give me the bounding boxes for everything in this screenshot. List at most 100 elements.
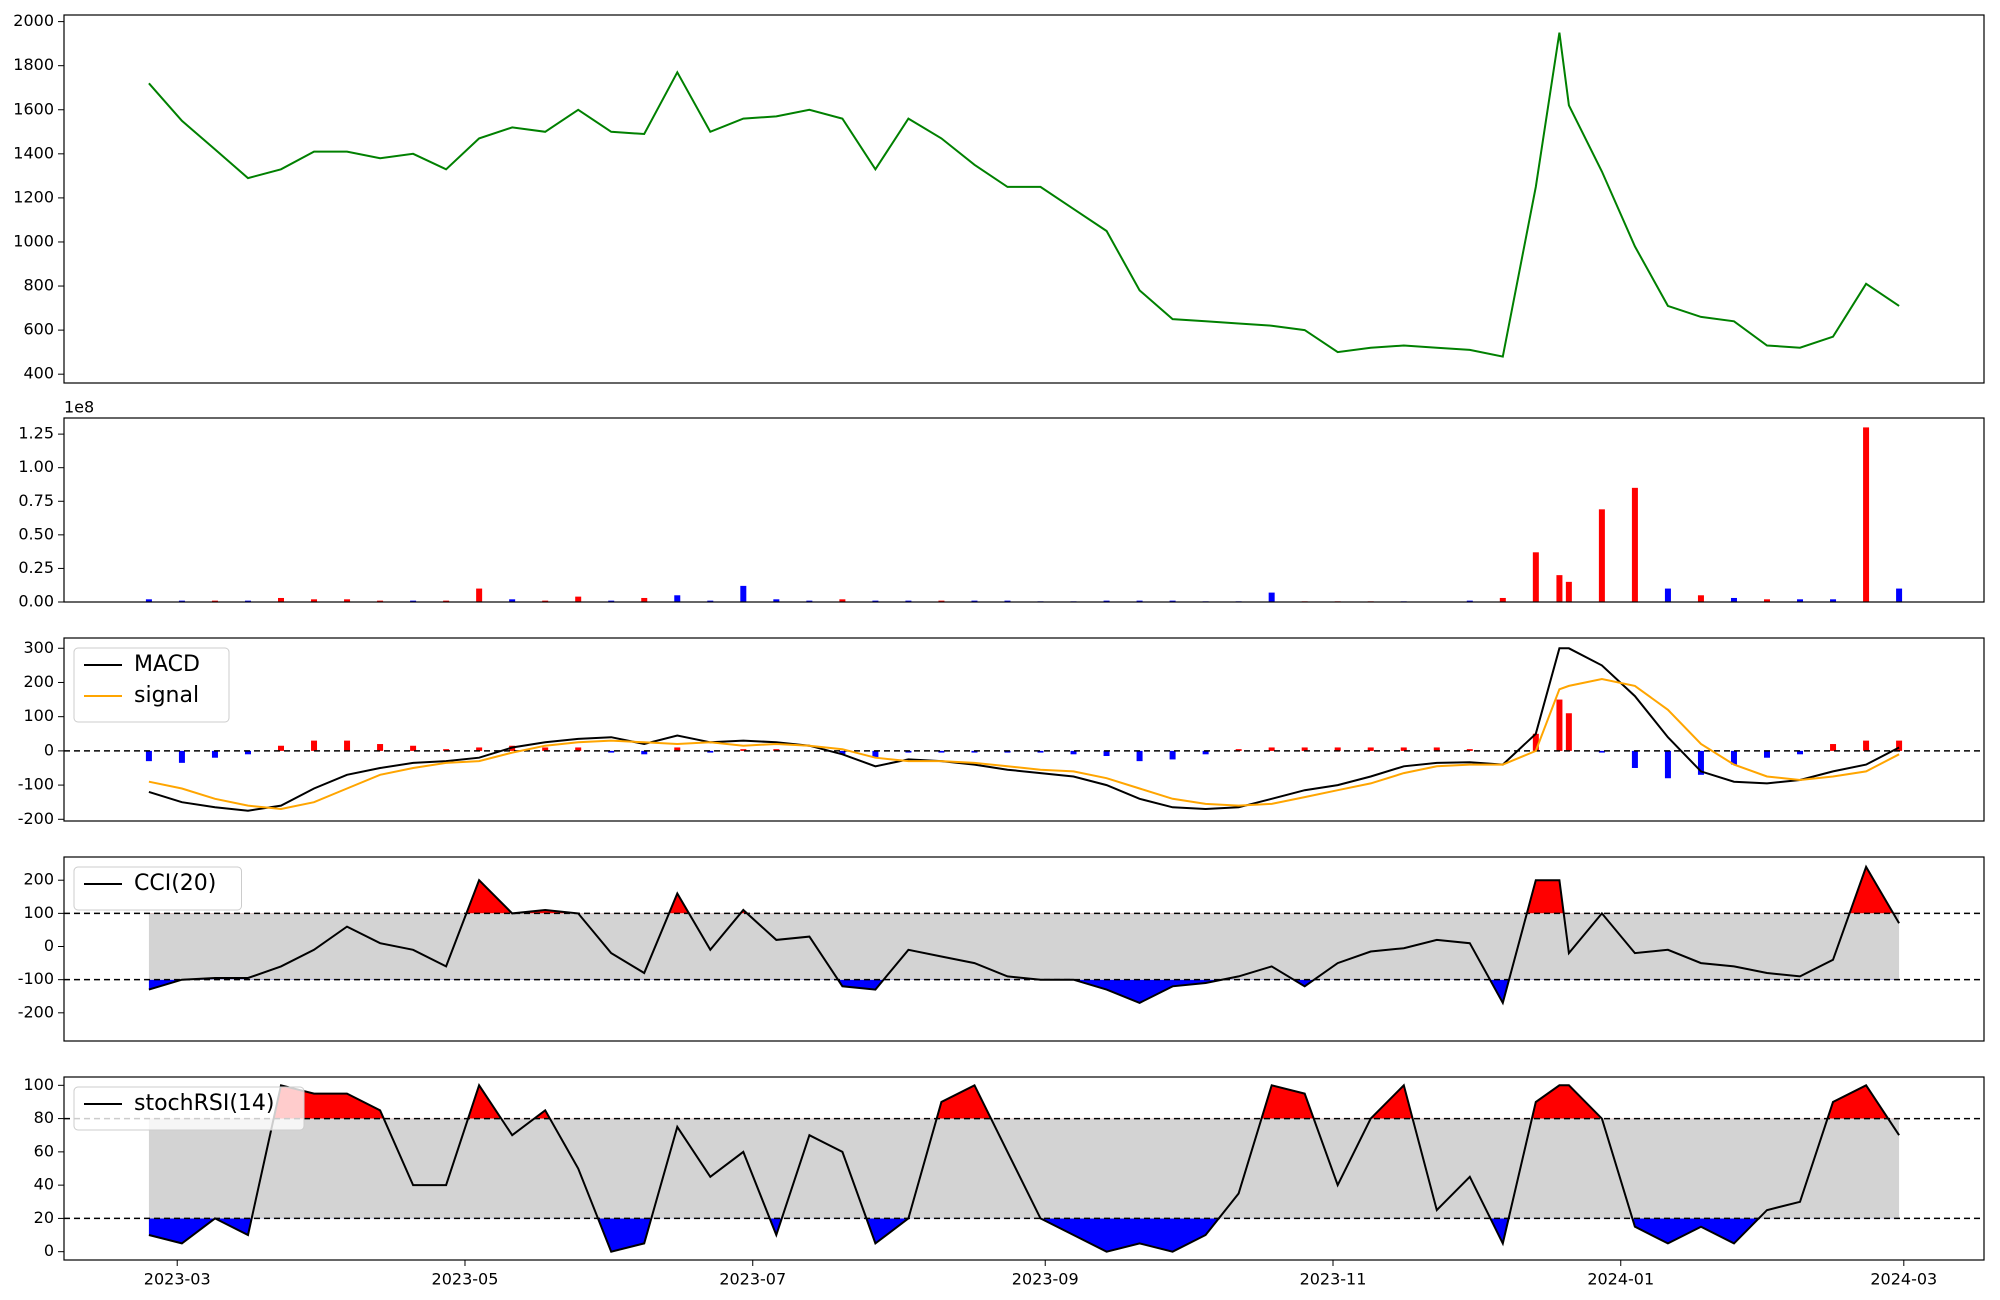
volume-bar — [410, 600, 417, 602]
histogram-bar — [1004, 750, 1011, 753]
volume-bar — [1532, 552, 1539, 602]
volume-bar — [806, 600, 813, 602]
legend-box — [73, 647, 230, 723]
histogram-bar — [1070, 750, 1077, 755]
volume-bar — [674, 595, 681, 602]
y-tick-label: 40 — [34, 1175, 54, 1194]
histogram-bar — [1730, 750, 1737, 765]
x-tick-label: 2023-07 — [719, 1270, 786, 1289]
y-tick-label: 100 — [23, 903, 54, 922]
histogram-bar — [905, 750, 912, 753]
plot-frame — [63, 1076, 1985, 1261]
volume-bar — [1763, 599, 1770, 602]
y-tick-label: -100 — [18, 775, 54, 794]
plot-frame — [63, 14, 1985, 384]
volume-bar — [938, 600, 945, 602]
volume-bar — [773, 599, 780, 602]
histogram-bar — [1400, 747, 1407, 751]
histogram-bar — [1466, 749, 1473, 751]
volume-bar — [1499, 597, 1506, 602]
volume-bar — [1697, 595, 1704, 602]
y-tick-label: 100 — [23, 706, 54, 725]
histogram-bar — [1863, 740, 1870, 751]
volume-bar — [1556, 575, 1563, 602]
histogram-bar — [740, 749, 747, 751]
legend-label: CCI(20) — [134, 871, 216, 896]
legend: CCI(20) — [73, 866, 242, 911]
histogram-bar — [443, 749, 450, 751]
histogram-bar — [1037, 750, 1044, 753]
histogram-bar — [971, 750, 978, 753]
volume-bar — [509, 599, 516, 602]
histogram-bar — [1169, 750, 1176, 760]
neutral-band — [148, 913, 1900, 980]
x-tick-label: 2023-09 — [1012, 1270, 1079, 1289]
histogram-bar — [1433, 747, 1440, 751]
histogram-bar — [1556, 699, 1563, 751]
volume-bar — [1730, 597, 1737, 602]
volume-bar — [1896, 588, 1903, 602]
y-tick-label: 1800 — [13, 55, 54, 74]
histogram-bar — [1797, 750, 1804, 755]
histogram-bar — [244, 750, 251, 755]
volume-bar — [707, 600, 714, 602]
volume-bar — [443, 600, 450, 602]
y-tick-label: 400 — [23, 364, 54, 383]
offset-label: 1e8 — [64, 398, 94, 417]
y-tick-label: 20 — [34, 1208, 54, 1227]
y-tick-label: 1200 — [13, 187, 54, 206]
volume-bar — [740, 585, 747, 602]
histogram-bar — [1334, 747, 1341, 751]
overbought-fill — [273, 1085, 1889, 1119]
histogram-bar — [1136, 750, 1143, 762]
legend-box — [73, 866, 242, 911]
histogram-bar — [674, 747, 681, 751]
histogram-bar — [1367, 747, 1374, 751]
histogram-bar — [211, 750, 218, 758]
histogram-bar — [608, 750, 615, 753]
volume-bar — [905, 600, 912, 602]
indicator-line — [148, 677, 1900, 811]
volume-bar — [377, 600, 384, 602]
y-tick-label: 0.50 — [18, 524, 54, 543]
x-tick-label: 2023-03 — [144, 1270, 211, 1289]
y-tick-label: 0 — [44, 936, 54, 955]
volume-bar — [476, 588, 483, 602]
y-tick-label: 0.25 — [18, 558, 54, 577]
legend: stochRSI(14) — [73, 1086, 305, 1131]
indicator-line — [148, 1083, 1900, 1253]
y-tick-label: 200 — [23, 870, 54, 889]
histogram-bar — [476, 747, 483, 751]
volume-bar — [1268, 592, 1275, 602]
y-tick-label: 60 — [34, 1141, 54, 1160]
volume-bar — [608, 600, 615, 602]
volume-bar — [145, 599, 152, 602]
y-tick-label: 300 — [23, 638, 54, 657]
y-tick-label: 600 — [23, 320, 54, 339]
histogram-bar — [1103, 750, 1110, 757]
histogram-bar — [707, 750, 714, 753]
x-tick-label: 2024-03 — [1870, 1270, 1937, 1289]
histogram-bar — [872, 750, 879, 758]
plot-frame — [63, 637, 1985, 822]
volume-bar — [1598, 509, 1605, 602]
y-tick-label: 2000 — [13, 11, 54, 30]
y-tick-label: 1600 — [13, 99, 54, 118]
volume-bar — [1466, 600, 1473, 602]
y-tick-label: -200 — [18, 1002, 54, 1021]
volume-bar — [1830, 599, 1837, 602]
volume-bar — [278, 597, 285, 602]
y-tick-label: 0.75 — [18, 491, 54, 510]
neutral-band — [148, 1118, 1900, 1219]
volume-bar — [344, 599, 351, 602]
y-tick-label: -200 — [18, 809, 54, 828]
y-tick-label: 1000 — [13, 231, 54, 250]
histogram-bar — [641, 750, 648, 755]
y-tick-label: 0.00 — [18, 592, 54, 611]
volume-bar — [1136, 600, 1143, 602]
legend-label: MACD — [134, 652, 200, 677]
volume-bar — [542, 600, 549, 602]
volume-bar — [1565, 581, 1572, 602]
